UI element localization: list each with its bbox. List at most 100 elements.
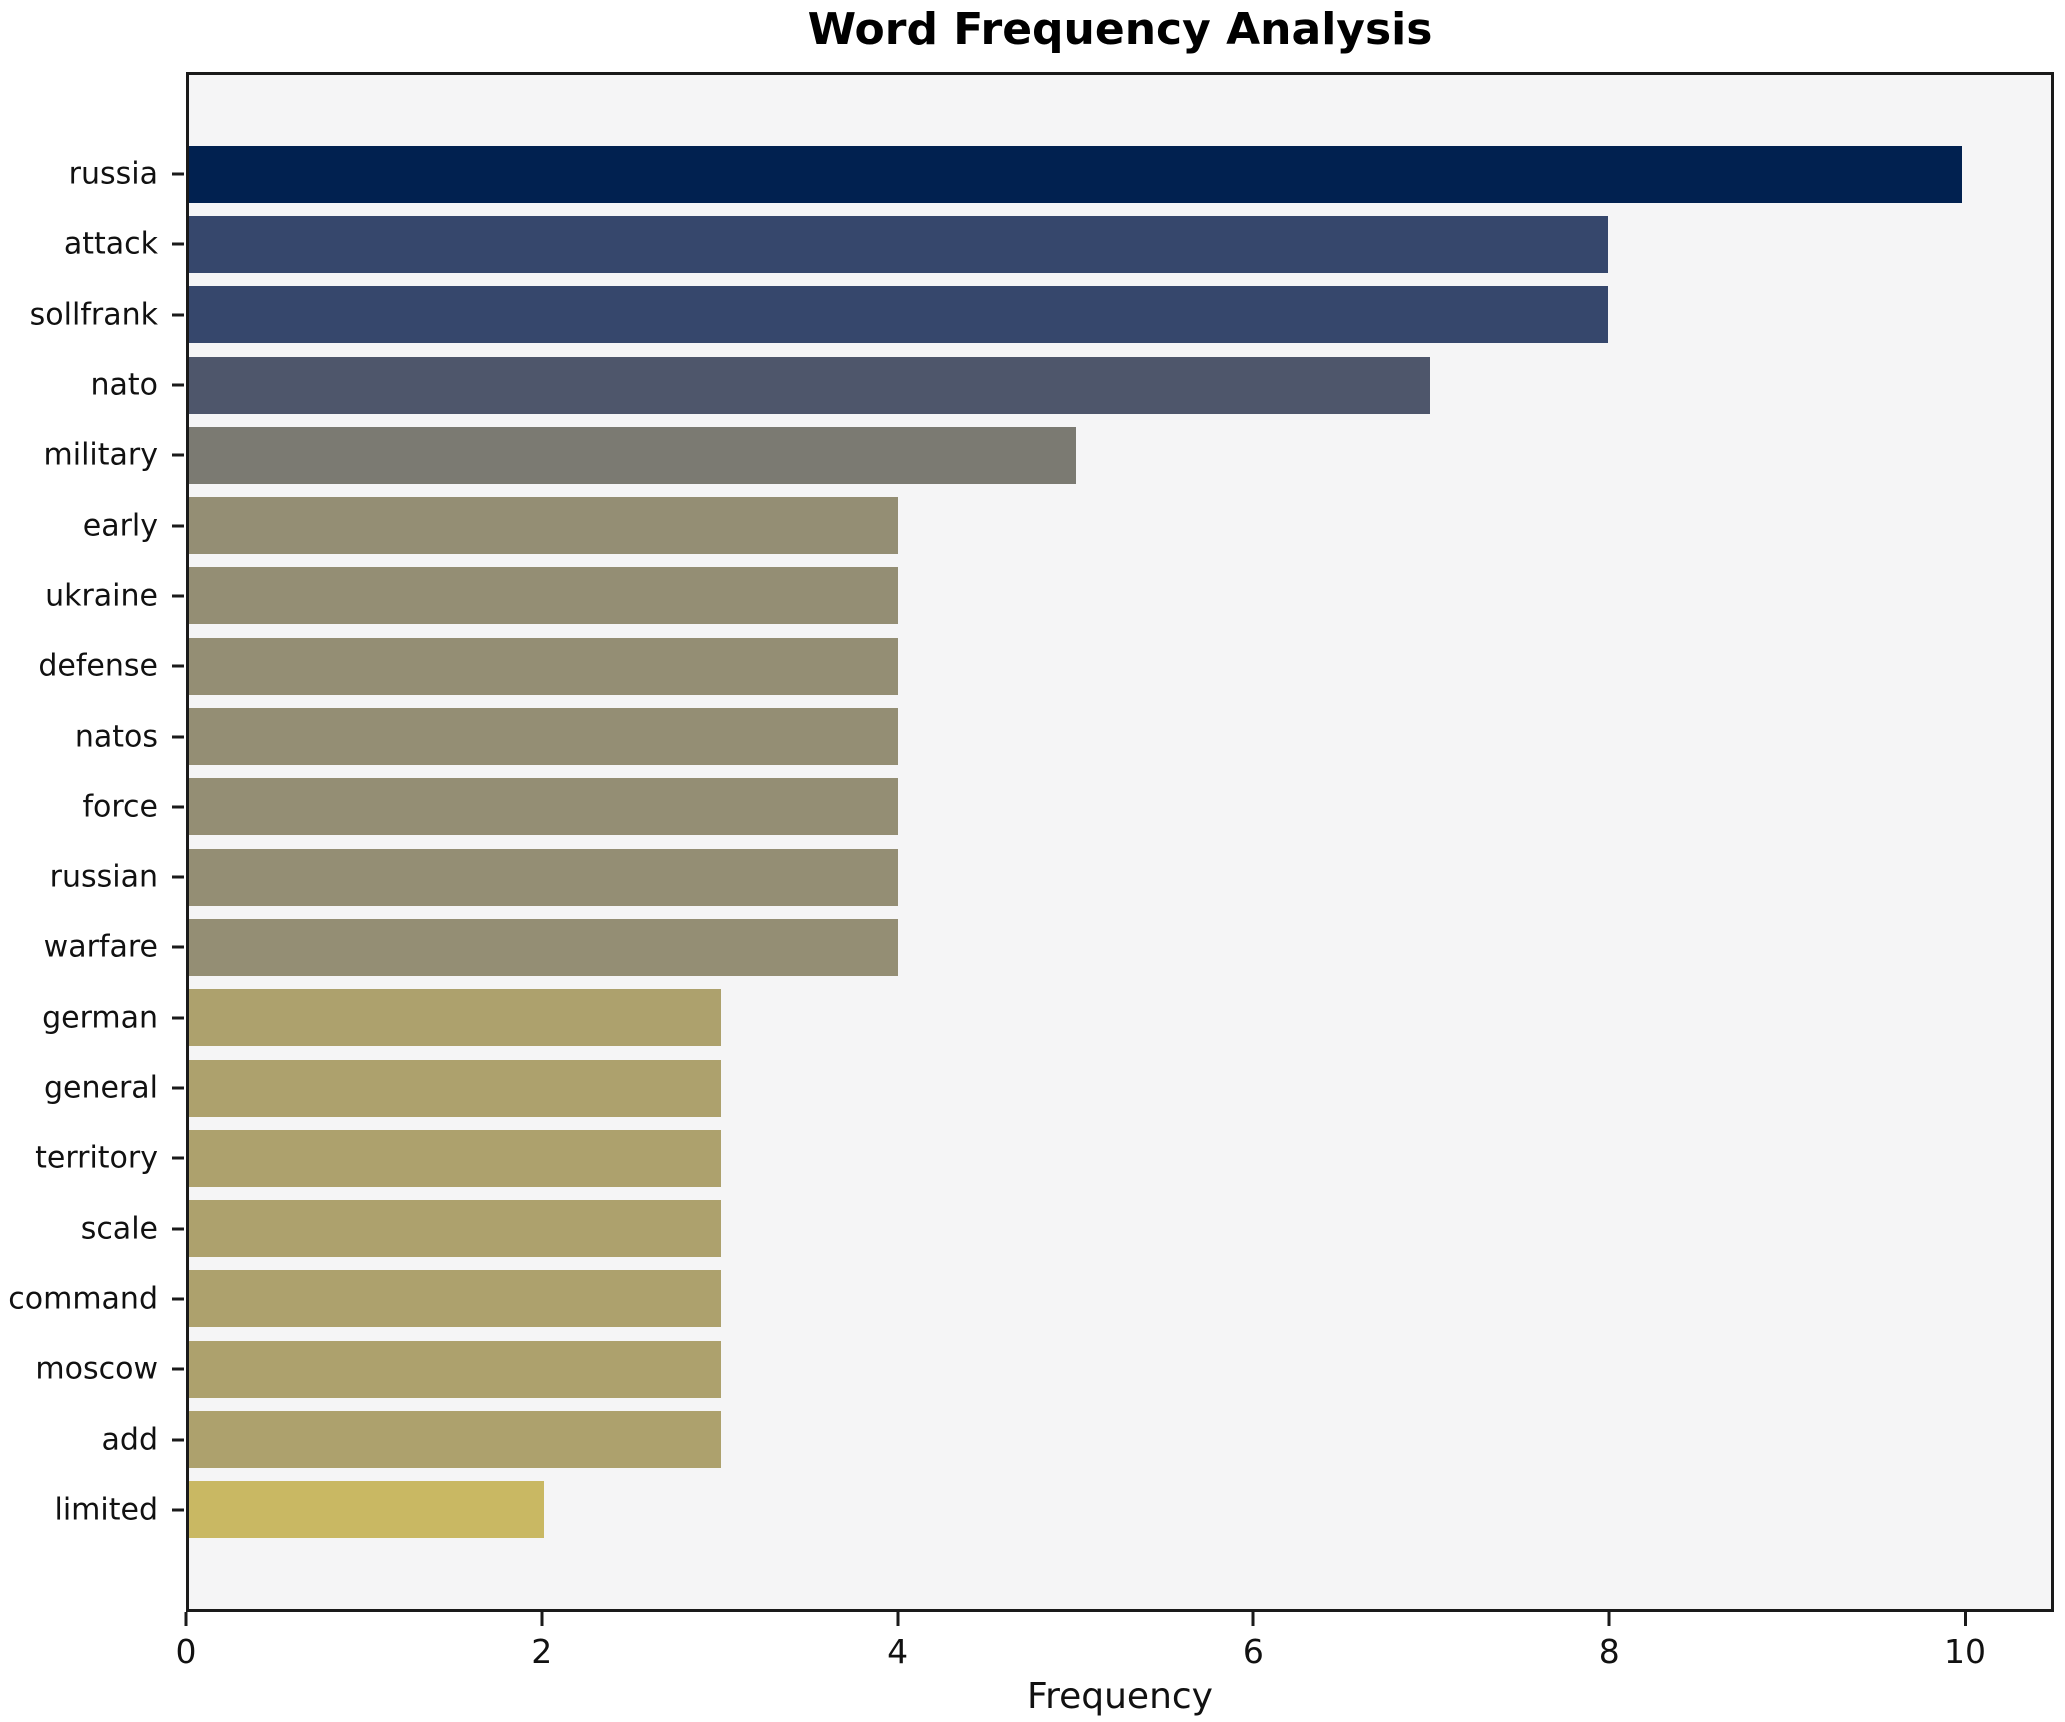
y-tick-mark bbox=[172, 1156, 184, 1160]
bar-row: attack bbox=[64, 209, 2051, 279]
bar-row: russian bbox=[50, 842, 2051, 912]
bar bbox=[189, 1411, 721, 1469]
y-tick-mark bbox=[172, 1438, 184, 1442]
bar-row: territory bbox=[35, 1123, 2051, 1193]
bar bbox=[189, 1340, 721, 1398]
y-tick-label: russia bbox=[68, 156, 158, 192]
x-tick: 6 bbox=[1243, 1612, 1264, 1671]
plot-area: russia attack sollfrank nato military early uk… bbox=[8, 72, 2054, 1612]
bar bbox=[189, 918, 899, 976]
y-tick-label: ukraine bbox=[45, 578, 158, 614]
bar-row: defense bbox=[38, 631, 2051, 701]
y-tick-mark bbox=[172, 313, 184, 317]
y-tick-label: general bbox=[43, 1070, 158, 1106]
bar bbox=[189, 637, 899, 695]
bar-row: military bbox=[44, 420, 2051, 490]
x-tick: 0 bbox=[176, 1612, 197, 1671]
y-tick-label: sollfrank bbox=[29, 297, 158, 333]
x-tick-mark bbox=[184, 1612, 188, 1626]
x-tick-label: 8 bbox=[1598, 1632, 1620, 1671]
x-tick-label: 2 bbox=[531, 1632, 553, 1671]
y-tick-mark bbox=[172, 453, 184, 457]
x-tick-label: 10 bbox=[1944, 1632, 1987, 1671]
x-tick-label: 4 bbox=[887, 1632, 909, 1671]
y-tick-mark bbox=[172, 383, 184, 387]
bar-row: limited bbox=[55, 1475, 2051, 1545]
bar bbox=[189, 1270, 721, 1328]
y-tick-mark bbox=[172, 242, 184, 246]
bar-row: sollfrank bbox=[30, 280, 2051, 350]
y-tick-mark bbox=[172, 875, 184, 879]
bar-row: russia bbox=[69, 139, 2051, 209]
bar bbox=[189, 778, 899, 836]
y-tick-label: military bbox=[43, 437, 158, 473]
bar bbox=[189, 215, 1608, 273]
bar bbox=[189, 708, 899, 766]
y-tick-mark bbox=[172, 1086, 184, 1090]
y-tick-mark bbox=[172, 1227, 184, 1231]
y-tick-label: territory bbox=[35, 1140, 158, 1176]
x-tick-label: 6 bbox=[1242, 1632, 1264, 1671]
bar-row: natos bbox=[75, 701, 2051, 771]
x-tick: 2 bbox=[531, 1612, 552, 1671]
y-tick-label: nato bbox=[90, 367, 158, 403]
x-tick-mark bbox=[896, 1612, 900, 1626]
y-tick-mark bbox=[172, 805, 184, 809]
bar bbox=[189, 356, 1431, 414]
y-tick-label: scale bbox=[80, 1211, 158, 1247]
bar-row: force bbox=[82, 772, 2051, 842]
y-tick-mark bbox=[172, 1016, 184, 1020]
x-tick: 8 bbox=[1599, 1612, 1620, 1671]
bar-row: add bbox=[102, 1404, 2051, 1474]
x-tick: 10 bbox=[1944, 1612, 1986, 1671]
y-tick-label: force bbox=[82, 789, 158, 825]
x-tick: 4 bbox=[887, 1612, 908, 1671]
bar bbox=[189, 145, 1963, 203]
y-tick-label: defense bbox=[38, 648, 158, 684]
y-tick-label: german bbox=[42, 1000, 158, 1036]
x-tick-mark bbox=[1607, 1612, 1611, 1626]
y-tick-mark bbox=[172, 594, 184, 598]
y-tick-label: limited bbox=[54, 1492, 159, 1528]
bar-row: ukraine bbox=[45, 561, 2051, 631]
y-tick-label: russian bbox=[49, 859, 158, 895]
y-tick-label: add bbox=[101, 1422, 158, 1458]
bar bbox=[189, 1481, 544, 1539]
y-tick-mark bbox=[172, 524, 184, 528]
y-tick-label: moscow bbox=[35, 1351, 158, 1387]
bar-row: command bbox=[8, 1264, 2051, 1334]
y-tick-label: command bbox=[8, 1281, 158, 1317]
y-tick-mark bbox=[172, 172, 184, 176]
x-tick-label: 0 bbox=[175, 1632, 197, 1671]
bar-row: general bbox=[44, 1053, 2051, 1123]
y-tick-mark bbox=[172, 664, 184, 668]
bar bbox=[189, 426, 1076, 484]
y-tick-mark bbox=[172, 1367, 184, 1371]
x-tick-mark bbox=[1251, 1612, 1255, 1626]
bar bbox=[189, 497, 899, 555]
bar-row: german bbox=[42, 983, 2051, 1053]
bar bbox=[189, 1200, 721, 1258]
x-tick-mark bbox=[1963, 1612, 1967, 1626]
y-tick-label: attack bbox=[63, 226, 158, 262]
bar-row: scale bbox=[81, 1194, 2051, 1264]
y-tick-label: warfare bbox=[43, 929, 158, 965]
x-axis-title: Frequency bbox=[1027, 1676, 1213, 1717]
chart-title: Word Frequency Analysis bbox=[807, 4, 1433, 55]
bar bbox=[189, 848, 899, 906]
bar bbox=[189, 567, 899, 625]
bar bbox=[189, 1129, 721, 1187]
y-tick-mark bbox=[172, 1297, 184, 1301]
bar bbox=[189, 286, 1608, 344]
x-axis: Frequency 0 2 4 6 8 10 bbox=[176, 1612, 2054, 1722]
y-tick-mark bbox=[172, 735, 184, 739]
y-tick-mark bbox=[172, 945, 184, 949]
bar bbox=[189, 989, 721, 1047]
bar-rows: russia attack sollfrank nato military early uk… bbox=[8, 139, 2051, 1545]
y-tick-label: early bbox=[82, 508, 158, 544]
y-tick-mark bbox=[172, 1508, 184, 1512]
bar-row: warfare bbox=[44, 912, 2051, 982]
bar-row: nato bbox=[90, 350, 2051, 420]
y-tick-label: natos bbox=[74, 719, 158, 755]
